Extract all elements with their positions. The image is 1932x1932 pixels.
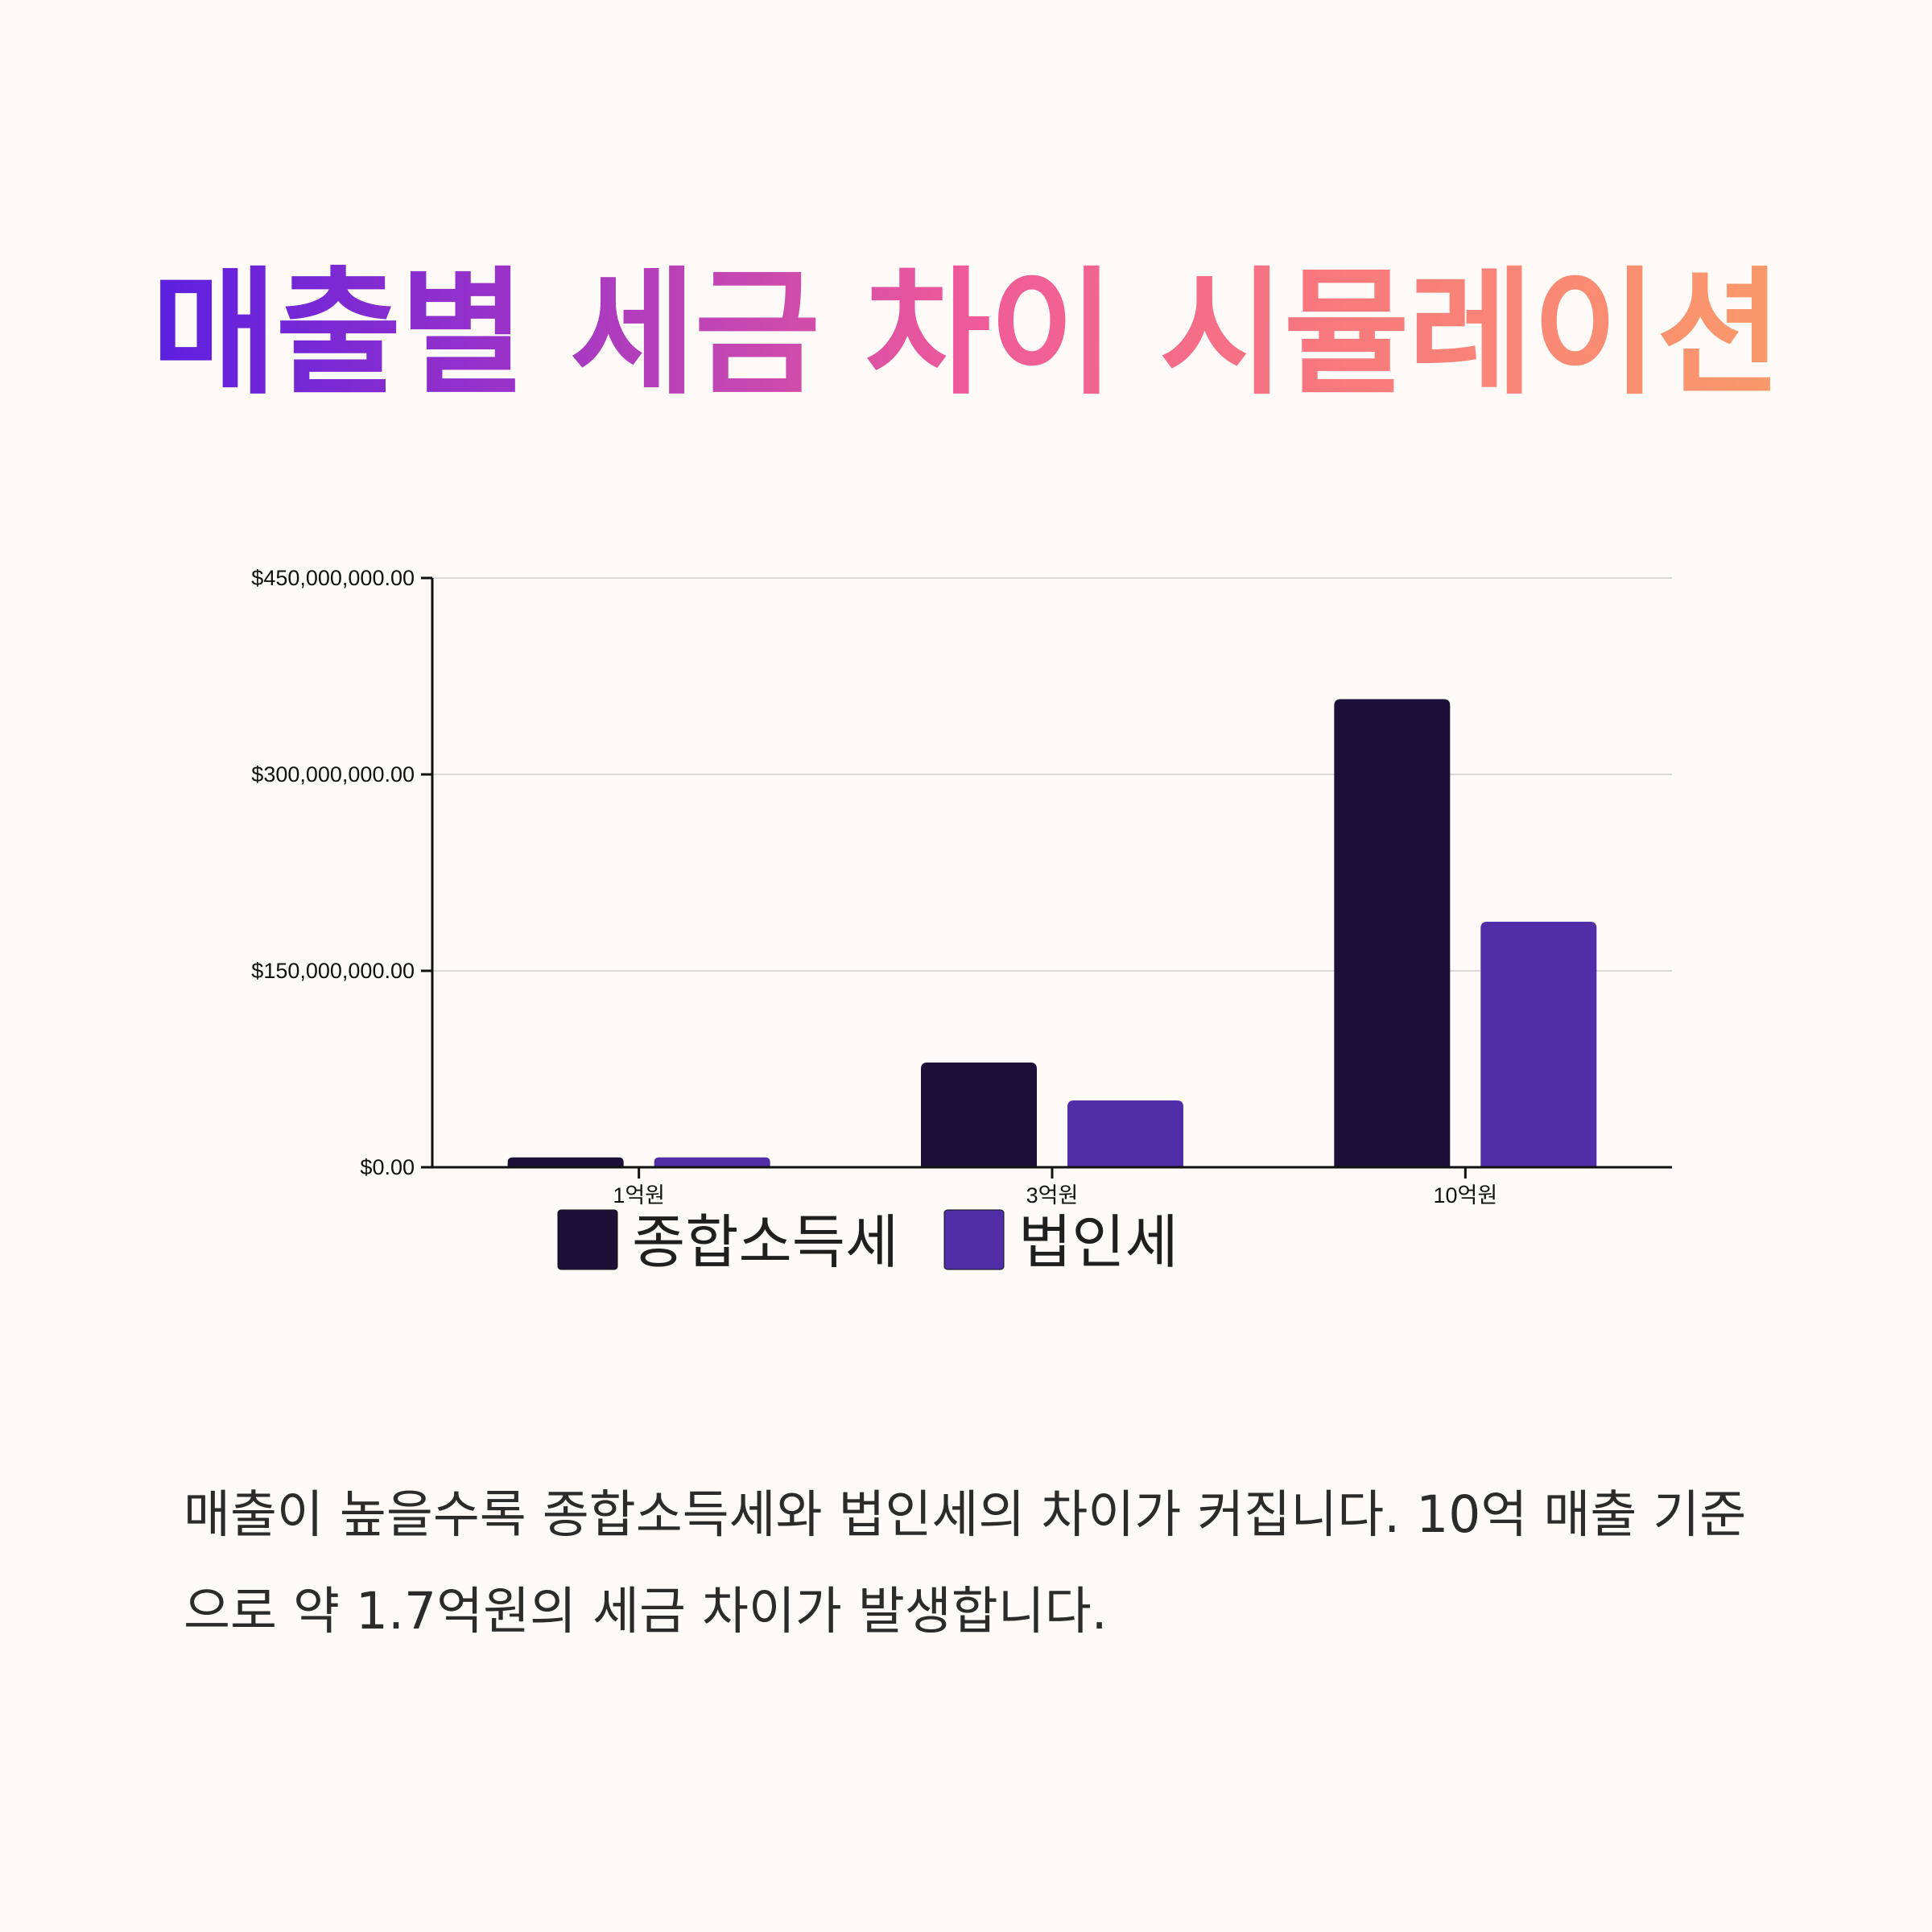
bar-series-1 xyxy=(507,1157,624,1167)
x-tick-label: 1억원 xyxy=(613,1183,665,1208)
page-title: 매출별 세금 차이 시뮬레이션 xyxy=(0,250,1932,419)
y-tick-label: $0.00 xyxy=(360,1155,415,1179)
legend: 종합소득세 법인세 xyxy=(557,1208,1179,1276)
bar-series-1 xyxy=(921,1062,1037,1167)
axes: $0.00 $150,000,000.00 $300,000,000.00 $450,… xyxy=(251,566,1672,1208)
legend-label-2: 법인세 xyxy=(1018,1208,1179,1276)
legend-swatch-1 xyxy=(557,1209,618,1270)
bar-series-2 xyxy=(1480,922,1597,1167)
bars xyxy=(507,699,1597,1167)
legend-label-1: 종합소득세 xyxy=(632,1208,898,1276)
legend-swatch-2 xyxy=(943,1209,1005,1270)
y-tick-label: $150,000,000.00 xyxy=(251,959,415,983)
x-tick-label: 10억원 xyxy=(1433,1183,1497,1208)
bar-series-1 xyxy=(1334,699,1451,1167)
description-text: 매출이 높을수록 종합소득세와 법인세의 차이가 커집니다. 10억 매출 기준… xyxy=(184,1485,1747,1641)
x-tick-label: 3억원 xyxy=(1026,1183,1079,1208)
grid-lines xyxy=(432,577,1672,972)
y-tick-label: $300,000,000.00 xyxy=(251,762,415,786)
bar-series-2 xyxy=(654,1157,770,1167)
bar-chart: $0.00 $150,000,000.00 $300,000,000.00 $450,… xyxy=(251,566,1672,1276)
page-title-text: 매출별 세금 차이 시뮬레이션 xyxy=(151,254,1782,414)
bar-series-2 xyxy=(1067,1100,1183,1167)
y-tick-label: $450,000,000.00 xyxy=(251,566,415,590)
